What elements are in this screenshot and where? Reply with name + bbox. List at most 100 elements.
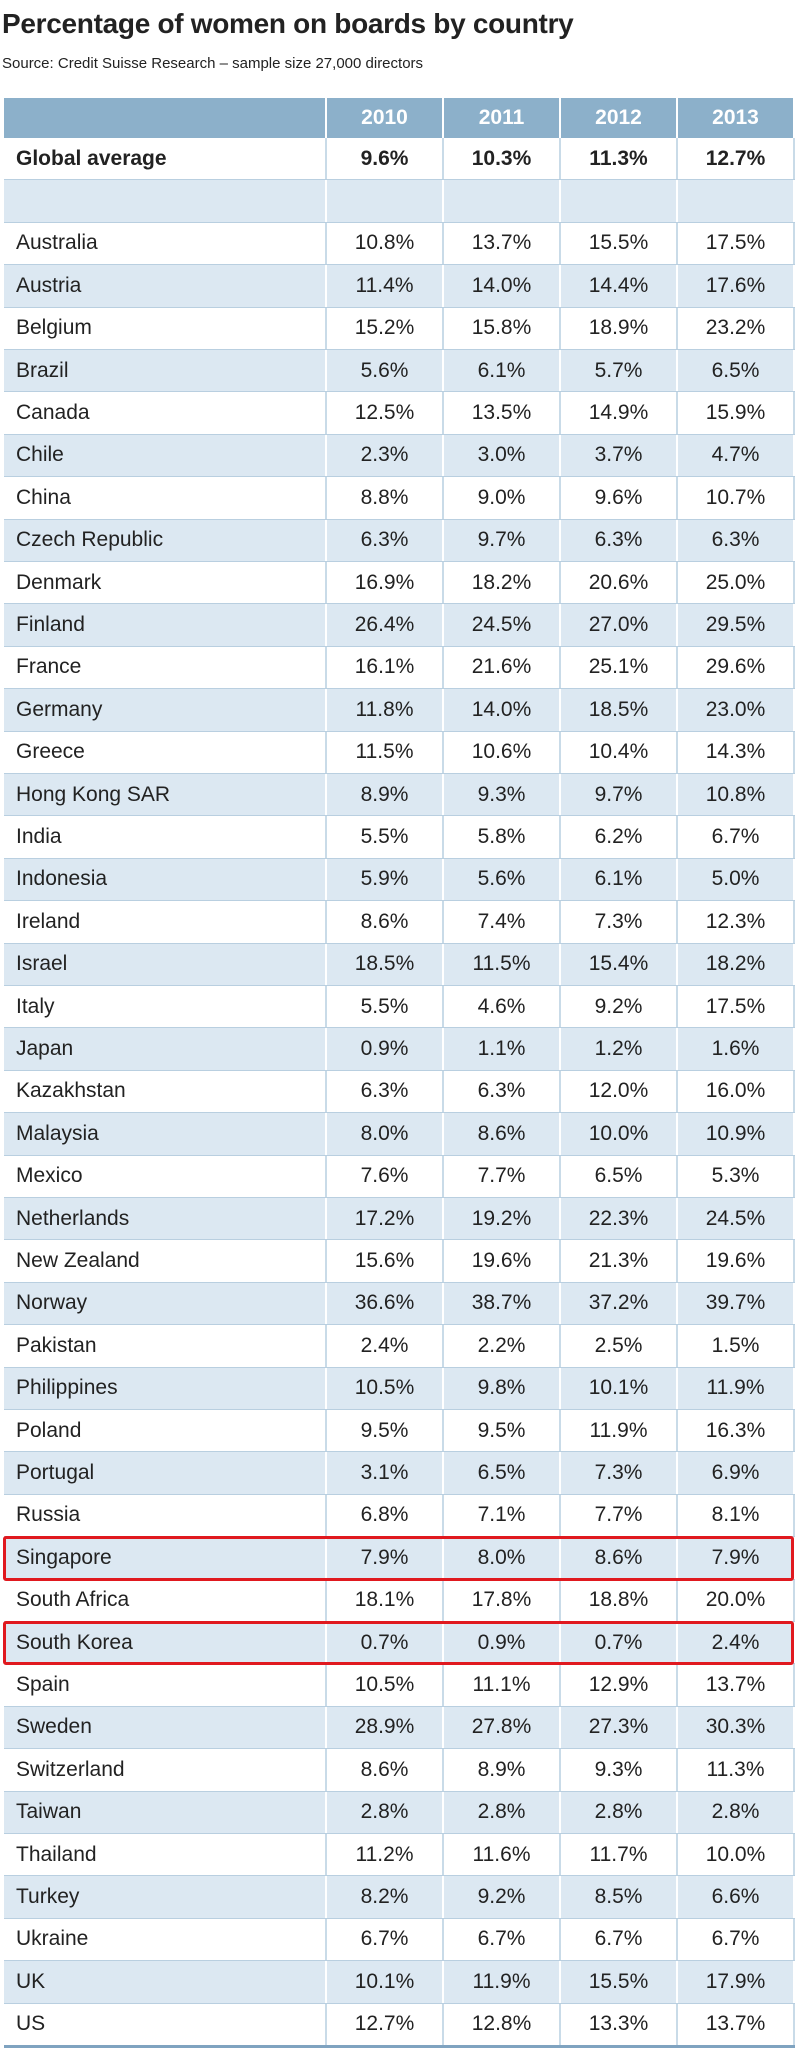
country-row: Portugal 3.1% 6.5% 7.3% 6.9% [4, 1452, 795, 1495]
year-header: 2011 [444, 98, 561, 138]
country-name: Israel [4, 943, 327, 985]
cell-value: 10.0% [678, 1834, 795, 1876]
cell-value: 7.3% [561, 1452, 678, 1494]
country-row: Poland 9.5% 9.5% 11.9% 16.3% [4, 1410, 795, 1453]
cell-value: 12.3% [678, 901, 795, 943]
country-name: Finland [4, 604, 327, 646]
cell-value: 18.9% [561, 307, 678, 349]
country-row: Greece 11.5% 10.6% 10.4% 14.3% [4, 731, 795, 774]
cell-value: 1.2% [561, 1028, 678, 1070]
country-row: Italy 5.5% 4.6% 9.2% 17.5% [4, 986, 795, 1029]
country-name: Hong Kong SAR [4, 774, 327, 816]
cell-value: 10.0% [561, 1113, 678, 1155]
country-row: Netherlands 17.2% 19.2% 22.3% 24.5% [4, 1198, 795, 1241]
cell-value: 27.8% [444, 1706, 561, 1749]
cell-value: 6.3% [561, 519, 678, 561]
cell-value: 2.8% [444, 1791, 561, 1833]
country-name: Greece [4, 731, 327, 773]
cell-value: 2.8% [678, 1791, 795, 1833]
country-row: France 16.1% 21.6% 25.1% 29.6% [4, 646, 795, 690]
cell-value: 5.9% [327, 858, 444, 901]
cell-value: 11.9% [561, 1410, 678, 1452]
cell-value: 1.6% [678, 1028, 795, 1070]
country-name: India [4, 816, 327, 858]
country-row: India 5.5% 5.8% 6.2% 6.7% [4, 816, 795, 859]
empty-cell [4, 180, 327, 222]
country-name: Ireland [4, 901, 327, 943]
table-header: 2010 2011 2012 2013 [4, 98, 795, 138]
cell-value: 6.3% [327, 1070, 444, 1113]
cell-value: 27.0% [561, 604, 678, 646]
country-row: Kazakhstan 6.3% 6.3% 12.0% 16.0% [4, 1070, 795, 1114]
country-name: Sweden [4, 1706, 327, 1749]
cell-value: 10.8% [327, 222, 444, 265]
cell-value: 27.3% [561, 1706, 678, 1749]
row-label: Global average [4, 138, 327, 180]
cell-value: 19.6% [444, 1240, 561, 1282]
cell-value: 14.0% [444, 265, 561, 307]
country-name: Spain [4, 1664, 327, 1706]
cell-value: 9.5% [327, 1410, 444, 1452]
cell-value: 2.8% [561, 1791, 678, 1833]
cell-value: 6.5% [561, 1155, 678, 1197]
cell-value: 10.4% [561, 731, 678, 773]
cell-value: 8.5% [561, 1876, 678, 1918]
country-row: New Zealand 15.6% 19.6% 21.3% 19.6% [4, 1240, 795, 1283]
country-row: Chile 2.3% 3.0% 3.7% 4.7% [4, 434, 795, 478]
table-bottom-rule [4, 2045, 795, 2048]
country-row: Turkey 8.2% 9.2% 8.5% 6.6% [4, 1876, 795, 1919]
cell-value: 25.1% [561, 646, 678, 689]
country-row: Taiwan 2.8% 2.8% 2.8% 2.8% [4, 1791, 795, 1834]
cell-value: 0.9% [444, 1622, 561, 1664]
cell-value: 17.8% [444, 1579, 561, 1621]
cell-value: 9.3% [561, 1749, 678, 1791]
country-name: Brazil [4, 350, 327, 392]
cell-value: 0.7% [327, 1622, 444, 1664]
cell-value: 5.3% [678, 1155, 795, 1197]
cell-value: 16.9% [327, 562, 444, 604]
cell-value: 12.7% [678, 138, 795, 180]
cell-value: 24.5% [444, 604, 561, 646]
cell-value: 11.3% [561, 138, 678, 180]
cell-value: 4.6% [444, 986, 561, 1028]
country-row: Hong Kong SAR 8.9% 9.3% 9.7% 10.8% [4, 774, 795, 817]
country-row: South Africa 18.1% 17.8% 18.8% 20.0% [4, 1579, 795, 1622]
country-name: South Africa [4, 1579, 327, 1621]
cell-value: 15.9% [678, 392, 795, 434]
country-row: UK 10.1% 11.9% 15.5% 17.9% [4, 1961, 795, 2004]
country-row: Switzerland 8.6% 8.9% 9.3% 11.3% [4, 1749, 795, 1792]
cell-value: 11.8% [327, 689, 444, 731]
cell-value: 17.2% [327, 1198, 444, 1240]
cell-value: 8.6% [327, 901, 444, 943]
cell-value: 38.7% [444, 1282, 561, 1325]
cell-value: 23.2% [678, 307, 795, 349]
cell-value: 6.7% [678, 1918, 795, 1961]
empty-cell [678, 180, 795, 222]
cell-value: 5.0% [678, 858, 795, 901]
cell-value: 17.5% [678, 986, 795, 1028]
country-row: China 8.8% 9.0% 9.6% 10.7% [4, 477, 795, 520]
country-name: China [4, 477, 327, 519]
cell-value: 18.2% [678, 943, 795, 985]
country-name: Switzerland [4, 1749, 327, 1791]
country-name: France [4, 646, 327, 689]
country-name: Taiwan [4, 1791, 327, 1833]
cell-value: 18.5% [327, 943, 444, 985]
cell-value: 3.0% [444, 434, 561, 477]
country-name: Norway [4, 1282, 327, 1325]
cell-value: 2.5% [561, 1325, 678, 1367]
country-row: Denmark 16.9% 18.2% 20.6% 25.0% [4, 562, 795, 605]
country-name: Singapore [4, 1537, 327, 1579]
cell-value: 39.7% [678, 1282, 795, 1325]
cell-value: 9.6% [327, 138, 444, 180]
country-name: Poland [4, 1410, 327, 1452]
empty-cell [444, 180, 561, 222]
cell-value: 11.9% [444, 1961, 561, 2003]
country-name: UK [4, 1961, 327, 2003]
country-row: Ukraine 6.7% 6.7% 6.7% 6.7% [4, 1918, 795, 1962]
cell-value: 16.1% [327, 646, 444, 689]
cell-value: 3.1% [327, 1452, 444, 1494]
country-row: Canada 12.5% 13.5% 14.9% 15.9% [4, 392, 795, 435]
cell-value: 5.5% [327, 986, 444, 1028]
cell-value: 3.7% [561, 434, 678, 477]
